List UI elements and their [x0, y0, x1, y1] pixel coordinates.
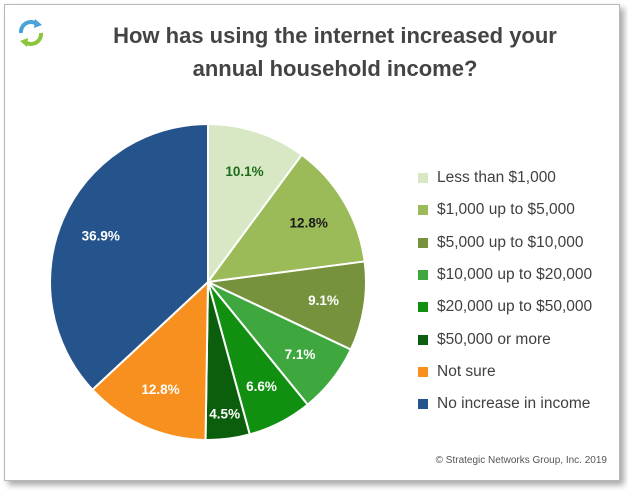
pie-value-label-6: 12.8%	[141, 382, 179, 397]
pie-slice-0	[207, 122, 304, 286]
legend-swatch	[418, 173, 428, 184]
pie-chart: 10.1% 12.8% 9.1% 7.1% 6.6% 4.5% 12.8% 36.9%	[49, 122, 368, 441]
legend-swatch	[418, 399, 428, 410]
legend-swatch	[418, 302, 428, 313]
legend-label: $10,000 up to $20,000	[437, 266, 593, 284]
pie-value-label-1: 12.8%	[290, 216, 328, 231]
pie-slice-1	[205, 153, 366, 284]
legend-item-0: Less than $1,000	[418, 162, 592, 194]
legend-item-3: $10,000 up to $20,000	[418, 259, 592, 291]
pie-slice-7	[49, 122, 209, 392]
legend-swatch	[418, 205, 428, 216]
pie-value-label-3: 7.1%	[285, 347, 316, 362]
legend-label: Not sure	[437, 362, 496, 380]
legend-label: $20,000 up to $50,000	[437, 298, 593, 316]
pie-slice-6	[90, 279, 210, 441]
recycle-arrows-icon	[18, 19, 44, 47]
pie-value-label-2: 9.1%	[308, 293, 339, 308]
legend-item-6: Not sure	[418, 356, 592, 388]
chart-legend: Less than $1,000 $1,000 up to $5,000 $5,00…	[418, 162, 592, 420]
copyright-notice: © Strategic Networks Group, Inc. 2019	[435, 455, 607, 466]
chart-title-line-1: How has using the internet increased you…	[113, 23, 557, 48]
legend-label: $50,000 or more	[437, 330, 551, 348]
legend-swatch	[418, 270, 428, 281]
pie-value-label-7: 36.9%	[82, 228, 120, 243]
legend-item-7: No increase in income	[418, 388, 592, 420]
legend-item-5: $50,000 or more	[418, 323, 592, 355]
legend-swatch	[418, 334, 428, 345]
pie-value-label-5: 4.5%	[209, 407, 240, 422]
chart-title-line-2: annual household income?	[192, 56, 478, 81]
chart-title: How has using the internet increased you…	[65, 19, 605, 85]
legend-swatch	[418, 237, 428, 248]
legend-label: Less than $1,000	[437, 169, 556, 187]
legend-item-4: $20,000 up to $50,000	[418, 291, 592, 323]
legend-swatch	[418, 366, 428, 377]
pie-slice-2	[204, 260, 368, 351]
legend-item-1: $1,000 up to $5,000	[418, 194, 592, 226]
legend-item-2: $5,000 up to $10,000	[418, 227, 592, 259]
pie-value-label-0: 10.1%	[225, 164, 263, 179]
legend-label: $5,000 up to $10,000	[437, 233, 584, 251]
legend-label: No increase in income	[437, 395, 591, 413]
pie-value-label-4: 6.6%	[246, 379, 277, 394]
chart-frame: How has using the internet increased you…	[4, 4, 620, 481]
legend-label: $1,000 up to $5,000	[437, 201, 575, 219]
